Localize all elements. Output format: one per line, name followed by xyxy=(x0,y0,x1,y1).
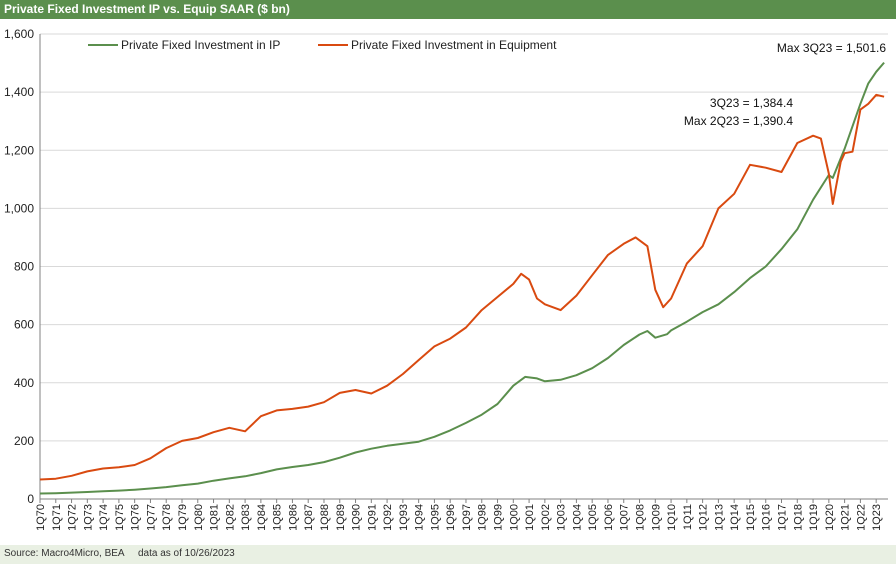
series-lines xyxy=(39,61,885,495)
x-tick-label: 1Q78 xyxy=(161,504,173,531)
x-tick-label: 1Q14 xyxy=(729,504,741,531)
x-tick-label: 1Q10 xyxy=(666,504,678,531)
x-tick-label: 1Q75 xyxy=(114,504,126,531)
x-axis-ticks: 1Q70 1Q71 1Q72 1Q73 1Q74 1Q75 1Q76 1Q77 1Q78 1Q79… xyxy=(35,499,883,531)
x-tick-label: 1Q92 xyxy=(382,504,394,531)
y-tick-label: 1,600 xyxy=(4,27,34,41)
y-tick-label: 600 xyxy=(14,318,34,332)
x-tick-label: 1Q03 xyxy=(556,504,568,531)
x-tick-label: 1Q77 xyxy=(145,504,157,531)
series-line-ip xyxy=(39,61,885,495)
y-tick-label: 0 xyxy=(27,492,34,506)
x-tick-label: 1Q09 xyxy=(650,504,662,531)
x-tick-label: 1Q95 xyxy=(429,504,441,531)
x-tick-label: 1Q19 xyxy=(808,504,820,531)
x-tick-label: 1Q89 xyxy=(335,504,347,531)
x-tick-label: 1Q17 xyxy=(777,504,789,531)
x-tick-label: 1Q16 xyxy=(761,504,773,531)
footer: Source: Macro4Micro, BEA data as of 10/2… xyxy=(0,545,896,564)
x-tick-label: 1Q87 xyxy=(303,504,315,531)
x-tick-label: 1Q18 xyxy=(792,504,804,531)
x-tick-label: 1Q93 xyxy=(398,504,410,531)
annotations: Max 3Q23 = 1,501.6 3Q23 = 1,384.4 Max 2Q23… xyxy=(684,41,886,128)
x-tick-label: 1Q00 xyxy=(508,504,520,531)
x-tick-label: 1Q91 xyxy=(366,504,378,531)
x-tick-label: 1Q79 xyxy=(177,504,189,531)
footer-text: Source: Macro4Micro, BEA data as of 10/2… xyxy=(4,548,235,559)
x-tick-label: 1Q07 xyxy=(619,504,631,531)
y-tick-label: 1,200 xyxy=(4,143,34,157)
x-tick-label: 1Q20 xyxy=(824,504,836,531)
x-tick-label: 1Q96 xyxy=(445,504,457,531)
x-tick-label: 1Q81 xyxy=(209,504,221,531)
x-tick-label: 1Q82 xyxy=(224,504,236,531)
x-tick-label: 1Q04 xyxy=(571,504,583,531)
x-tick-label: 1Q83 xyxy=(240,504,252,531)
x-tick-label: 1Q84 xyxy=(256,504,268,531)
x-tick-label: 1Q76 xyxy=(130,504,142,531)
title-bar: Private Fixed Investment IP vs. Equip SA… xyxy=(0,0,896,19)
legend-label-ip: Private Fixed Investment in IP xyxy=(121,38,280,52)
x-tick-label: 1Q80 xyxy=(193,504,205,531)
y-tick-label: 400 xyxy=(14,376,34,390)
legend: Private Fixed Investment in IP Private Fi… xyxy=(88,38,557,52)
x-tick-label: 1Q13 xyxy=(713,504,725,531)
x-tick-label: 1Q86 xyxy=(287,504,299,531)
chart-area: 0 200 400 600 800 1,000 1,200 1,400 1,600 1Q70 1Q… xyxy=(0,19,896,545)
x-tick-label: 1Q15 xyxy=(745,504,757,531)
x-tick-label: 1Q97 xyxy=(461,504,473,531)
x-tick-label: 1Q72 xyxy=(67,504,79,531)
x-tick-label: 1Q23 xyxy=(871,504,883,531)
x-tick-label: 1Q85 xyxy=(272,504,284,531)
annotation-label: 3Q23 = 1,384.4 xyxy=(710,96,793,110)
x-tick-label: 1Q12 xyxy=(698,504,710,531)
x-tick-label: 1Q73 xyxy=(82,504,94,531)
series-line-equipment xyxy=(39,93,885,481)
x-tick-label: 1Q02 xyxy=(540,504,552,531)
x-tick-label: 1Q05 xyxy=(587,504,599,531)
y-tick-label: 800 xyxy=(14,260,34,274)
source-note: Source: Macro4Micro, BEA xyxy=(4,548,125,559)
y-axis-ticks: 0 200 400 600 800 1,000 1,200 1,400 1,600 xyxy=(4,27,34,506)
x-tick-label: 1Q08 xyxy=(635,504,647,531)
x-tick-label: 1Q94 xyxy=(414,504,426,531)
x-tick-label: 1Q22 xyxy=(855,504,867,531)
x-tick-label: 1Q71 xyxy=(51,504,63,531)
y-tick-label: 1,000 xyxy=(4,201,34,215)
annotation-label: Max 3Q23 = 1,501.6 xyxy=(777,41,886,55)
x-tick-label: 1Q74 xyxy=(98,504,110,531)
x-tick-label: 1Q70 xyxy=(35,504,47,531)
x-tick-label: 1Q06 xyxy=(603,504,615,531)
annotation-label: Max 2Q23 = 1,390.4 xyxy=(684,114,793,128)
x-tick-label: 1Q99 xyxy=(493,504,505,531)
chart-title: Private Fixed Investment IP vs. Equip SA… xyxy=(4,2,290,16)
y-tick-label: 1,400 xyxy=(4,85,34,99)
x-tick-label: 1Q88 xyxy=(319,504,331,531)
date-note: data as of 10/26/2023 xyxy=(137,548,235,559)
x-tick-label: 1Q01 xyxy=(524,504,536,531)
x-tick-label: 1Q21 xyxy=(840,504,852,531)
legend-label-equipment: Private Fixed Investment in Equipment xyxy=(351,38,557,52)
y-tick-label: 200 xyxy=(14,434,34,448)
x-tick-label: 1Q11 xyxy=(682,504,694,530)
x-tick-label: 1Q98 xyxy=(477,504,489,531)
x-tick-label: 1Q90 xyxy=(351,504,363,531)
